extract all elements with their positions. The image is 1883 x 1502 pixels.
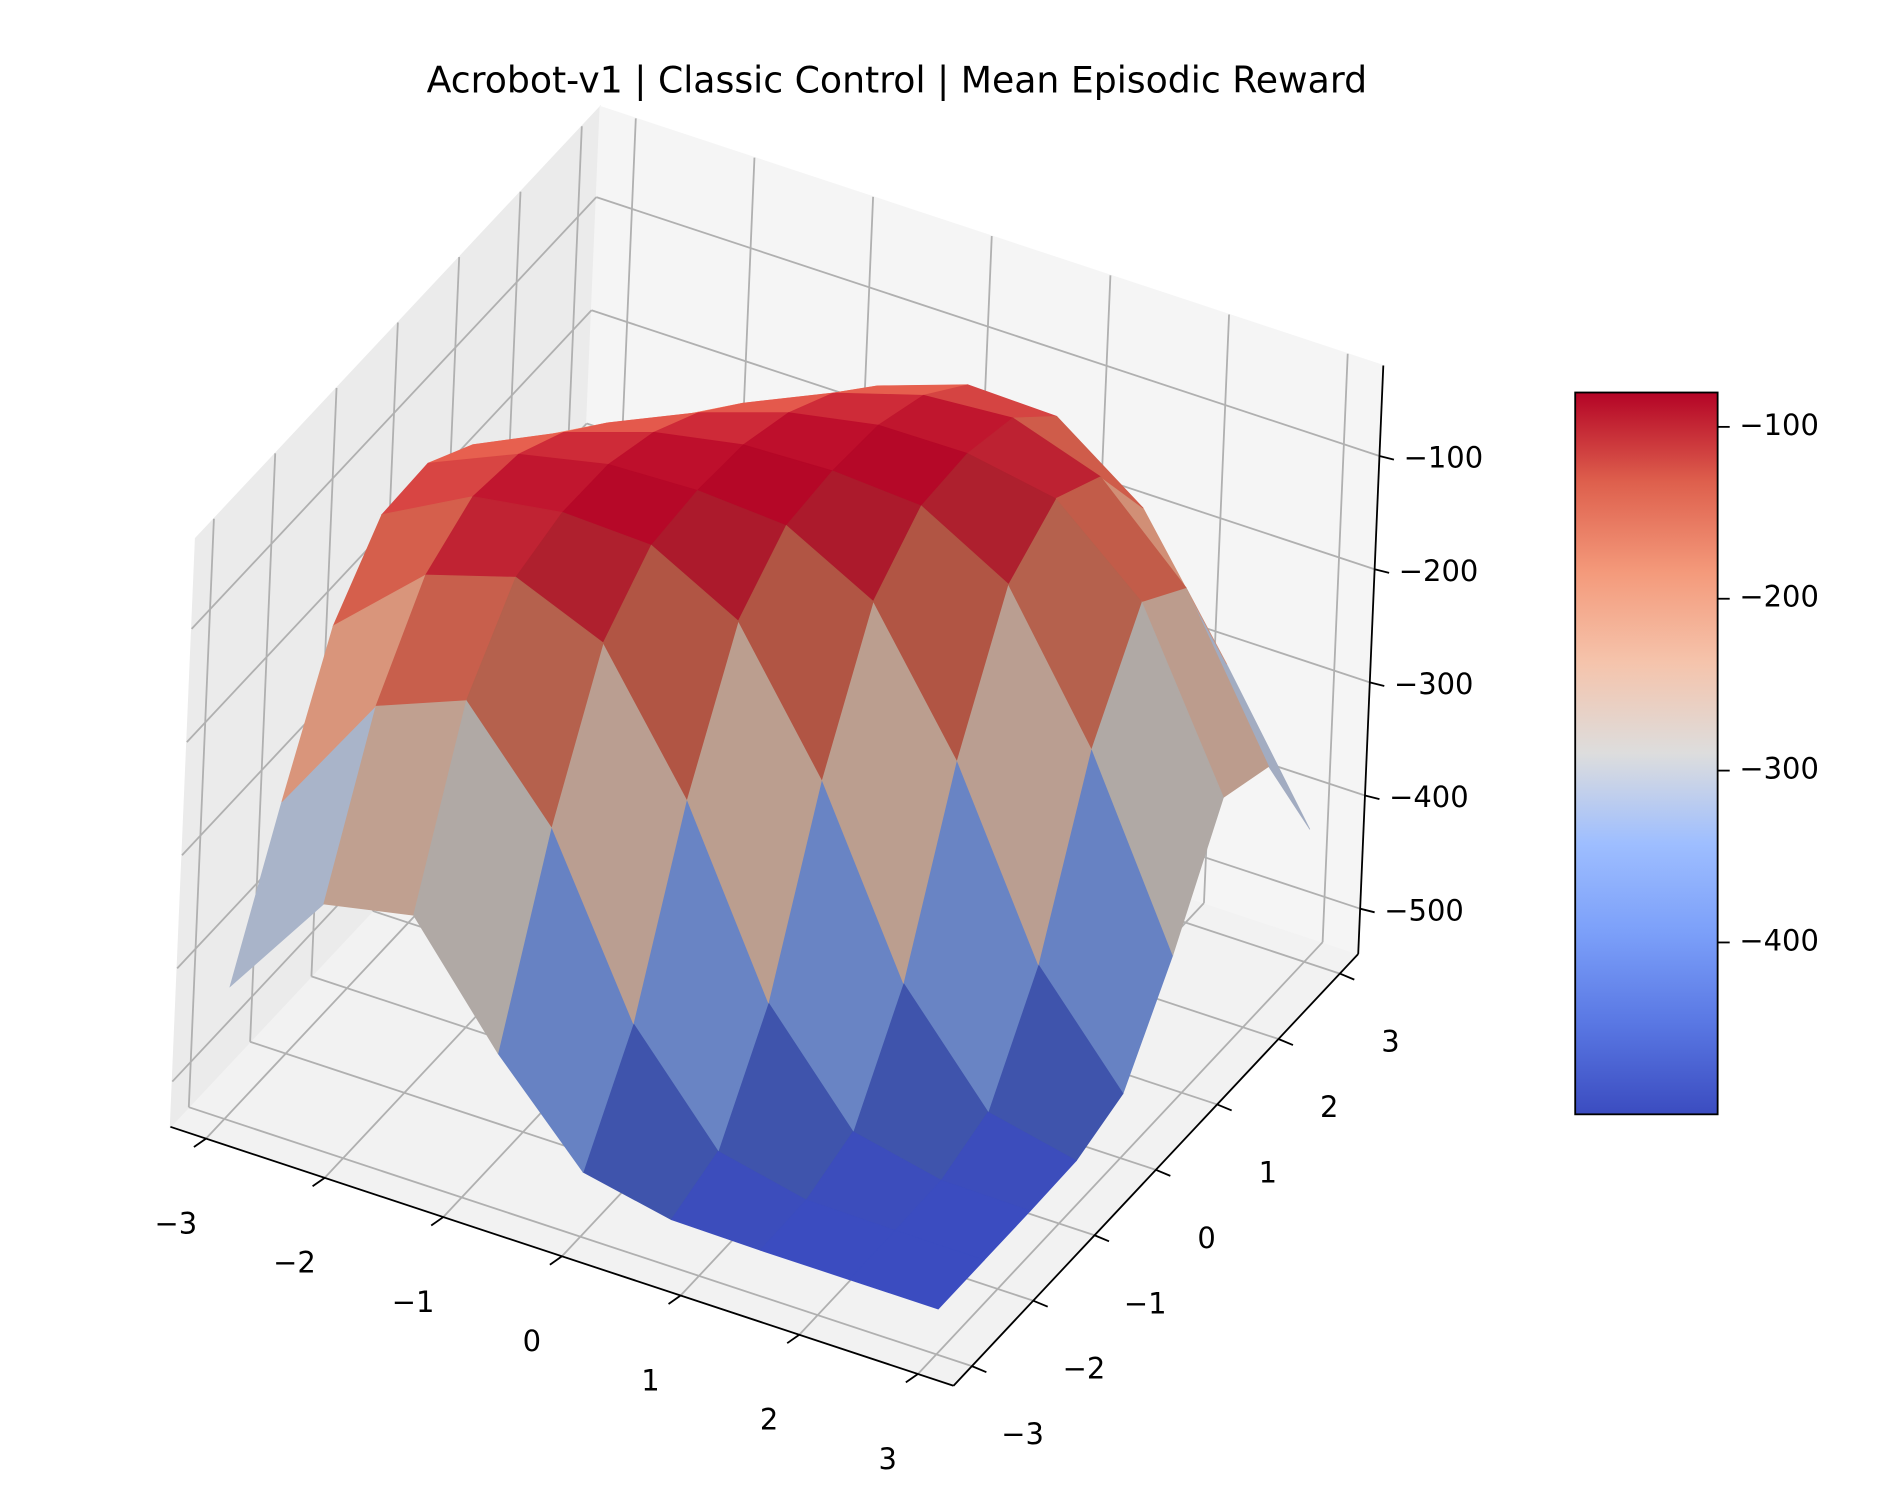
tick-mark xyxy=(549,1255,563,1266)
tick-mark xyxy=(1032,1299,1049,1308)
surface-face xyxy=(602,544,739,800)
tick-mark xyxy=(1359,907,1375,914)
z-tick-label: −100 xyxy=(1404,441,1484,475)
tick-mark xyxy=(1155,1169,1171,1177)
y-tick-label: 3 xyxy=(1381,1025,1399,1059)
chart-title: Acrobot-v1 | Classic Control | Mean Epis… xyxy=(427,58,1368,101)
tick-mark xyxy=(1094,1234,1110,1243)
tick-mark xyxy=(971,1365,987,1373)
tick-mark xyxy=(312,1177,326,1188)
z-tick-label: −500 xyxy=(1384,893,1464,927)
tick-mark xyxy=(1379,455,1395,461)
grid-line xyxy=(596,196,1380,457)
tick-mark xyxy=(1374,568,1390,574)
z-tick-label: −400 xyxy=(1389,780,1469,814)
colorbar xyxy=(1574,391,1719,1116)
z-axis xyxy=(1357,365,1385,954)
tick-mark xyxy=(668,1294,682,1305)
x-tick-label: 0 xyxy=(523,1324,541,1358)
x-tick-label: 3 xyxy=(879,1442,897,1476)
y-tick-label: 2 xyxy=(1320,1090,1338,1124)
y-axis xyxy=(952,953,1359,1387)
surface-face xyxy=(466,576,604,828)
x-tick-label: −3 xyxy=(154,1207,197,1241)
colorbar-tick-label: −100 xyxy=(1739,408,1819,442)
y-tick-label: −3 xyxy=(1001,1417,1044,1451)
x-tick-label: −1 xyxy=(392,1285,435,1319)
x-tick-label: 1 xyxy=(641,1363,659,1397)
grid-line xyxy=(187,518,215,1108)
tick-mark xyxy=(1364,794,1380,801)
tick-mark xyxy=(430,1216,444,1227)
tick-mark xyxy=(905,1373,919,1384)
y-tick-label: 0 xyxy=(1197,1221,1215,1255)
y-tick-label: −2 xyxy=(1063,1352,1106,1386)
x-tick-label: −2 xyxy=(273,1246,316,1280)
y-tick-label: 1 xyxy=(1259,1155,1277,1189)
tick-mark xyxy=(1339,972,1355,981)
surface-face xyxy=(872,505,1009,761)
tick-mark xyxy=(786,1334,800,1344)
colorbar-tick-label: −300 xyxy=(1739,752,1819,786)
colorbar-tick-label: −200 xyxy=(1739,580,1819,614)
z-tick-label: −300 xyxy=(1394,667,1474,701)
tick-mark xyxy=(193,1137,207,1148)
grid-line xyxy=(188,1106,973,1367)
y-tick-label: −1 xyxy=(1124,1286,1167,1320)
colorbar-tick-label: −400 xyxy=(1739,923,1819,957)
grid-line xyxy=(190,196,598,630)
tick-mark xyxy=(1216,1103,1233,1112)
surface-face xyxy=(737,524,874,781)
x-axis xyxy=(170,1125,954,1387)
z-tick-label: −200 xyxy=(1399,554,1479,588)
tick-mark xyxy=(1278,1038,1294,1046)
surface-face xyxy=(848,1230,985,1310)
tick-mark xyxy=(1369,681,1385,687)
grid-line xyxy=(1321,353,1349,943)
x-tick-label: 2 xyxy=(760,1403,778,1437)
